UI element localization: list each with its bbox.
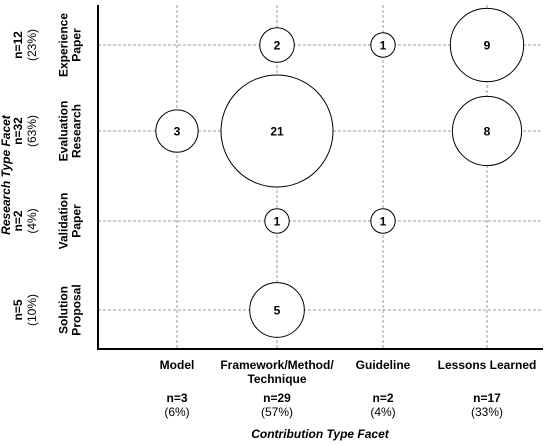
row-category-label: Paper xyxy=(70,204,84,238)
column-count-label: n=3 xyxy=(166,391,187,405)
bubble-value-label: 2 xyxy=(274,38,281,52)
column-label-group: Model n=3(6%) xyxy=(160,358,195,419)
column-percent-label: (33%) xyxy=(471,405,503,419)
bubble-layer: 2 1 93 21 81 15 xyxy=(155,7,525,338)
row-category-label: Research xyxy=(70,104,84,158)
row-category-label: Experience xyxy=(57,13,71,77)
row-category-label: Solution xyxy=(57,286,71,334)
bubble-value-label: 1 xyxy=(380,214,387,228)
row-label-group: Solution Proposal n=5 (10%) xyxy=(11,284,84,335)
column-count-label: n=2 xyxy=(372,391,393,405)
bubble xyxy=(249,282,305,338)
row-percent-label: (23%) xyxy=(25,29,39,61)
bubble-value-label: 21 xyxy=(270,124,284,138)
row-category-label: Evaluation xyxy=(57,101,71,162)
row-percent-label: (63%) xyxy=(25,115,39,147)
column-percent-label: (4%) xyxy=(370,405,395,419)
bubble xyxy=(259,27,295,63)
row-label-group: Validation Paper n=2 (4%) xyxy=(11,193,84,250)
bubble-value-label: 1 xyxy=(380,38,387,52)
axes-layer xyxy=(97,5,543,350)
bubble xyxy=(370,32,396,58)
bubble xyxy=(220,74,334,188)
row-category-label: Proposal xyxy=(70,284,84,335)
row-count-label: n=5 xyxy=(11,299,25,320)
bubble-value-label: 9 xyxy=(484,38,491,52)
bubble-value-label: 8 xyxy=(484,124,491,138)
row-count-label: n=32 xyxy=(11,117,25,145)
column-count-label: n=17 xyxy=(473,391,501,405)
row-count-label: n=12 xyxy=(11,31,25,59)
column-category-label: Guideline xyxy=(356,358,411,372)
column-category-label: Lessons Learned xyxy=(438,358,537,372)
bubble-value-label: 3 xyxy=(174,124,181,138)
row-category-label: Paper xyxy=(70,28,84,62)
row-label-group: Evaluation Research n=32 (63%) xyxy=(11,101,84,162)
bubble xyxy=(155,109,199,153)
row-percent-label: (4%) xyxy=(25,208,39,233)
bubble xyxy=(370,208,396,234)
row-count-label: n=2 xyxy=(11,210,25,231)
column-percent-label: (57%) xyxy=(261,405,293,419)
bubble xyxy=(451,95,523,167)
bubble xyxy=(449,7,525,83)
row-label-group: Experience Paper n=12 (23%) xyxy=(11,13,84,77)
row-category-label: Validation xyxy=(57,193,71,250)
column-category-label: Model xyxy=(160,358,195,372)
bubble-value-label: 5 xyxy=(274,303,281,317)
bubble xyxy=(264,208,290,234)
column-label-group: Lessons Learned n=17(33%) xyxy=(438,358,537,419)
column-category-label: Framework/Method/ xyxy=(220,358,334,372)
y-axis-title: Research Type Facet xyxy=(0,114,13,235)
column-count-label: n=29 xyxy=(263,391,291,405)
bubble-value-label: 1 xyxy=(274,214,281,228)
column-percent-label: (6%) xyxy=(164,405,189,419)
column-label-group: Framework/Method/Technique n=29(57%) xyxy=(220,358,334,419)
column-category-label: Technique xyxy=(247,372,306,386)
column-label-group: Guideline n=2(4%) xyxy=(356,358,411,419)
row-percent-label: (10%) xyxy=(25,294,39,326)
x-axis-title: Contribution Type Facet xyxy=(251,427,390,441)
